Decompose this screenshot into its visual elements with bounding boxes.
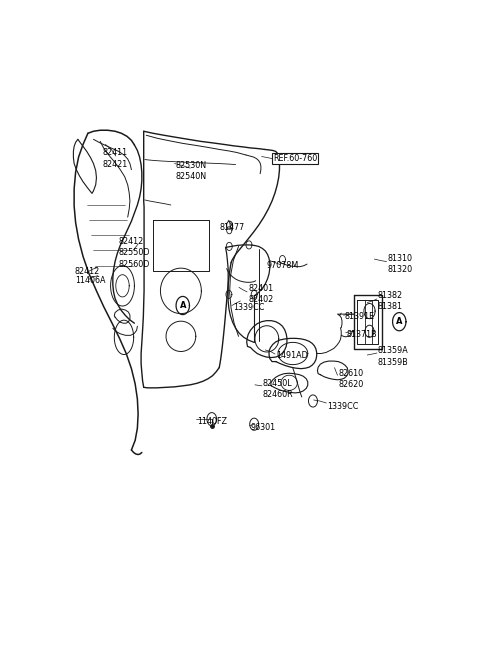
Text: 82530N
82540N: 82530N 82540N: [175, 161, 206, 180]
Text: 1339CC: 1339CC: [327, 401, 359, 411]
Text: REF.60-760: REF.60-760: [273, 154, 317, 163]
Text: A: A: [180, 301, 186, 310]
Text: 81371B: 81371B: [347, 330, 377, 338]
Text: A: A: [396, 318, 403, 326]
Text: 96301: 96301: [251, 422, 276, 432]
Text: 82412: 82412: [75, 267, 100, 276]
Text: 1491AD: 1491AD: [276, 351, 308, 360]
Text: 1339CC: 1339CC: [233, 302, 264, 312]
Text: 82610
82620: 82610 82620: [338, 369, 363, 389]
Text: 11406A: 11406A: [75, 276, 106, 285]
Text: 82411
82421: 82411 82421: [103, 148, 128, 169]
Text: 81382
81381: 81382 81381: [378, 291, 403, 311]
Text: 81310
81320: 81310 81320: [387, 253, 412, 274]
Text: 81359A
81359B: 81359A 81359B: [378, 346, 408, 367]
Text: 82412
82550D
82560D: 82412 82550D 82560D: [119, 237, 150, 268]
Text: 81477: 81477: [219, 223, 244, 232]
Text: 1140FZ: 1140FZ: [197, 417, 227, 426]
Text: 81391E: 81391E: [344, 312, 374, 321]
Text: 82401
82402: 82401 82402: [248, 284, 274, 304]
Text: 97078M: 97078M: [266, 261, 299, 270]
Text: 82450L
82460R: 82450L 82460R: [263, 379, 293, 399]
